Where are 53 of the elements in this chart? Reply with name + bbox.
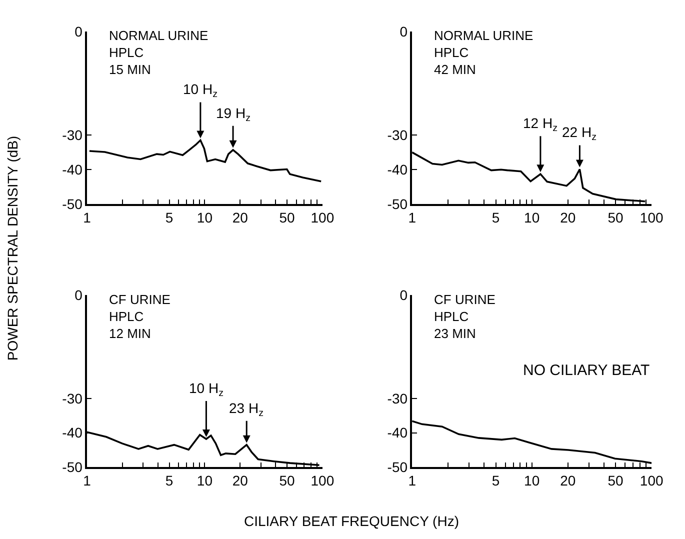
y-tick-label: -40 [387, 162, 408, 178]
x-axis-title: CILIARY BEAT FREQUENCY (Hz) [244, 513, 459, 529]
x-tick-label: 100 [310, 472, 334, 489]
text: NORMAL URINE HPLC 42 MIN [434, 28, 534, 77]
x-tick-label: 20 [560, 210, 576, 226]
x-tick-label: 10 [196, 210, 213, 226]
annotation: 23 H$_{z}$ [229, 400, 264, 419]
y-tick-label: 0 [400, 23, 408, 40]
y-tick-label: -30 [62, 126, 83, 143]
x-tick-label: 50 [608, 210, 624, 226]
y-tick-label: 0 [74, 287, 83, 304]
x-tick-label: 20 [232, 472, 248, 489]
y-tick-label: 0 [400, 287, 408, 304]
annotation: 12 H$_{z}$ [523, 115, 558, 134]
x-tick-label: 5 [165, 472, 174, 489]
annotation: 10 H$_{z}$ [189, 380, 224, 399]
x-tick-label: 10 [524, 472, 540, 489]
x-tick-label: 5 [492, 472, 500, 489]
x-tick-label: 100 [640, 210, 664, 226]
y-tick-label: -40 [62, 424, 83, 441]
x-tick-label: 5 [165, 210, 174, 226]
x-tick-label: 10 [196, 472, 213, 489]
y-tick-label: -30 [62, 390, 83, 406]
annotation: 19 H$_{z}$ [216, 105, 251, 124]
x-tick-label: 5 [492, 210, 500, 226]
x-tick-label: 100 [310, 210, 334, 226]
annotation: 22 H$_{z}$ [562, 124, 597, 143]
y-tick-label: -30 [387, 126, 408, 143]
y-tick-label: -50 [62, 196, 83, 212]
x-tick-label: 1 [83, 472, 92, 489]
y-tick-label: -50 [387, 196, 408, 212]
x-tick-label: 20 [560, 472, 576, 489]
text: CF URINE HPLC 12 MIN [109, 292, 171, 341]
x-tick-label: 50 [608, 472, 624, 489]
x-tick-label: 1 [83, 210, 92, 226]
text: NORMAL URINE HPLC 15 MIN [109, 28, 209, 77]
y-tick-label: -50 [62, 459, 83, 476]
annotation: NO CILIARY BEAT [523, 362, 650, 379]
y-tick-label: 0 [74, 23, 83, 40]
y-tick-label: -40 [387, 424, 408, 441]
x-tick-label: 50 [279, 210, 295, 226]
text: CF URINE HPLC 23 MIN [434, 292, 496, 341]
y-axis-title: POWER SPECTRAL DENSITY (dB) [4, 136, 20, 361]
y-tick-label: -40 [62, 162, 83, 178]
x-tick-label: 10 [524, 210, 540, 226]
annotation: 10 H$_{z}$ [183, 81, 218, 100]
y-tick-label: -50 [387, 459, 408, 476]
x-tick-label: 100 [640, 472, 664, 489]
x-tick-label: 1 [408, 210, 416, 226]
x-tick-label: 1 [408, 472, 416, 489]
x-tick-label: 50 [279, 472, 295, 489]
y-tick-label: -30 [387, 390, 408, 406]
x-tick-label: 20 [232, 210, 248, 226]
